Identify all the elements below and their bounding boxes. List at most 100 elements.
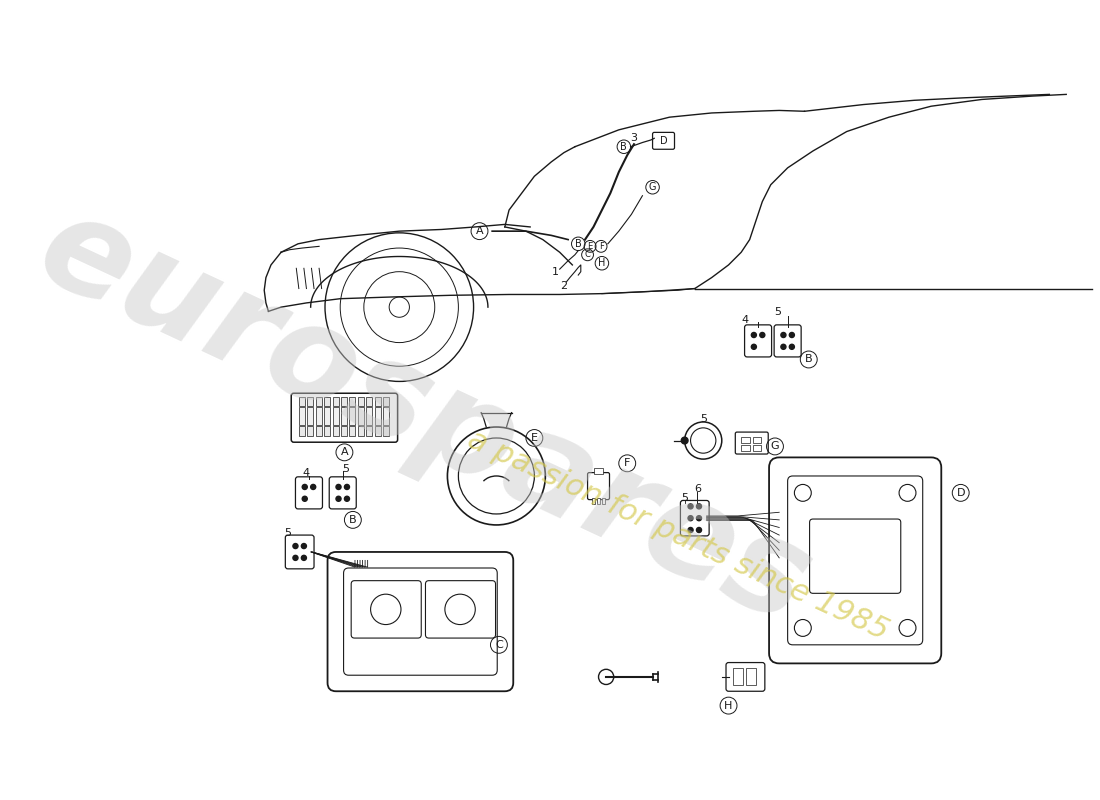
Circle shape bbox=[293, 555, 298, 561]
Text: a passion for parts since 1985: a passion for parts since 1985 bbox=[463, 425, 893, 646]
Text: B: B bbox=[620, 142, 627, 152]
Circle shape bbox=[336, 485, 341, 490]
Text: 2: 2 bbox=[560, 281, 568, 291]
Text: C: C bbox=[584, 250, 591, 259]
FancyBboxPatch shape bbox=[426, 581, 495, 638]
Bar bbox=[746, 669, 757, 686]
Bar bbox=[341, 398, 346, 406]
Bar bbox=[299, 406, 305, 426]
Bar bbox=[324, 406, 330, 426]
Bar bbox=[597, 498, 601, 504]
Circle shape bbox=[336, 496, 341, 502]
Bar bbox=[332, 406, 339, 426]
Bar bbox=[350, 398, 355, 406]
Bar bbox=[741, 445, 749, 450]
Bar bbox=[307, 398, 314, 406]
Bar bbox=[332, 398, 339, 406]
Circle shape bbox=[344, 496, 350, 502]
Circle shape bbox=[696, 516, 702, 521]
Text: 5: 5 bbox=[285, 527, 292, 538]
Bar bbox=[350, 406, 355, 426]
Bar bbox=[383, 398, 389, 406]
FancyBboxPatch shape bbox=[769, 458, 942, 663]
Circle shape bbox=[751, 333, 757, 338]
Bar bbox=[383, 406, 389, 426]
Text: 5: 5 bbox=[681, 493, 689, 503]
Circle shape bbox=[696, 527, 702, 533]
Text: G: G bbox=[649, 182, 657, 192]
Bar bbox=[375, 426, 381, 436]
Circle shape bbox=[301, 555, 307, 561]
Bar bbox=[754, 445, 761, 450]
Bar bbox=[316, 426, 321, 436]
Text: 5: 5 bbox=[700, 414, 706, 423]
Bar bbox=[733, 669, 742, 686]
Circle shape bbox=[760, 333, 764, 338]
Bar bbox=[358, 426, 364, 436]
FancyBboxPatch shape bbox=[745, 325, 771, 357]
Bar bbox=[316, 398, 321, 406]
Circle shape bbox=[781, 344, 785, 350]
Text: B: B bbox=[575, 239, 582, 249]
FancyBboxPatch shape bbox=[735, 432, 768, 454]
FancyBboxPatch shape bbox=[328, 552, 514, 691]
Circle shape bbox=[781, 333, 785, 338]
Bar bbox=[299, 398, 305, 406]
Text: C: C bbox=[495, 640, 503, 650]
Text: 4: 4 bbox=[302, 469, 310, 478]
Bar bbox=[366, 426, 372, 436]
Bar bbox=[316, 406, 321, 426]
Text: E: E bbox=[531, 433, 538, 443]
Text: G: G bbox=[771, 442, 779, 451]
Bar bbox=[358, 406, 364, 426]
Text: eurospares: eurospares bbox=[20, 183, 829, 651]
Text: B: B bbox=[805, 354, 813, 365]
FancyBboxPatch shape bbox=[296, 477, 322, 509]
Bar bbox=[602, 498, 605, 504]
Bar bbox=[350, 426, 355, 436]
Circle shape bbox=[688, 516, 693, 521]
FancyBboxPatch shape bbox=[788, 476, 923, 645]
Bar bbox=[307, 426, 314, 436]
Text: 1: 1 bbox=[552, 266, 559, 277]
Circle shape bbox=[310, 485, 316, 490]
Bar bbox=[324, 426, 330, 436]
Circle shape bbox=[696, 504, 702, 509]
Circle shape bbox=[301, 543, 307, 549]
Bar bbox=[375, 398, 381, 406]
FancyBboxPatch shape bbox=[726, 662, 764, 691]
Text: 3: 3 bbox=[630, 134, 638, 143]
Text: 6: 6 bbox=[694, 485, 701, 494]
FancyBboxPatch shape bbox=[343, 568, 497, 675]
FancyBboxPatch shape bbox=[681, 501, 710, 536]
Text: A: A bbox=[341, 447, 349, 458]
FancyBboxPatch shape bbox=[810, 519, 901, 594]
Text: B: B bbox=[349, 515, 356, 525]
Text: D: D bbox=[660, 136, 668, 146]
Circle shape bbox=[688, 527, 693, 533]
Circle shape bbox=[344, 485, 350, 490]
Circle shape bbox=[751, 344, 757, 350]
Text: D: D bbox=[957, 488, 965, 498]
Bar bbox=[332, 426, 339, 436]
FancyBboxPatch shape bbox=[587, 473, 609, 500]
FancyBboxPatch shape bbox=[351, 581, 421, 638]
Bar bbox=[341, 426, 346, 436]
Circle shape bbox=[302, 485, 307, 490]
Bar bbox=[594, 467, 603, 474]
Circle shape bbox=[681, 437, 688, 444]
Circle shape bbox=[688, 504, 693, 509]
Text: F: F bbox=[598, 242, 604, 251]
Bar bbox=[741, 437, 749, 443]
Text: H: H bbox=[598, 258, 606, 268]
Bar bbox=[358, 398, 364, 406]
Text: A: A bbox=[475, 226, 483, 236]
Text: 5: 5 bbox=[774, 307, 781, 318]
FancyBboxPatch shape bbox=[292, 394, 397, 442]
Bar bbox=[366, 406, 372, 426]
Bar bbox=[366, 398, 372, 406]
Bar bbox=[324, 398, 330, 406]
Bar bbox=[299, 426, 305, 436]
Bar bbox=[592, 498, 595, 504]
Text: E: E bbox=[587, 242, 593, 251]
